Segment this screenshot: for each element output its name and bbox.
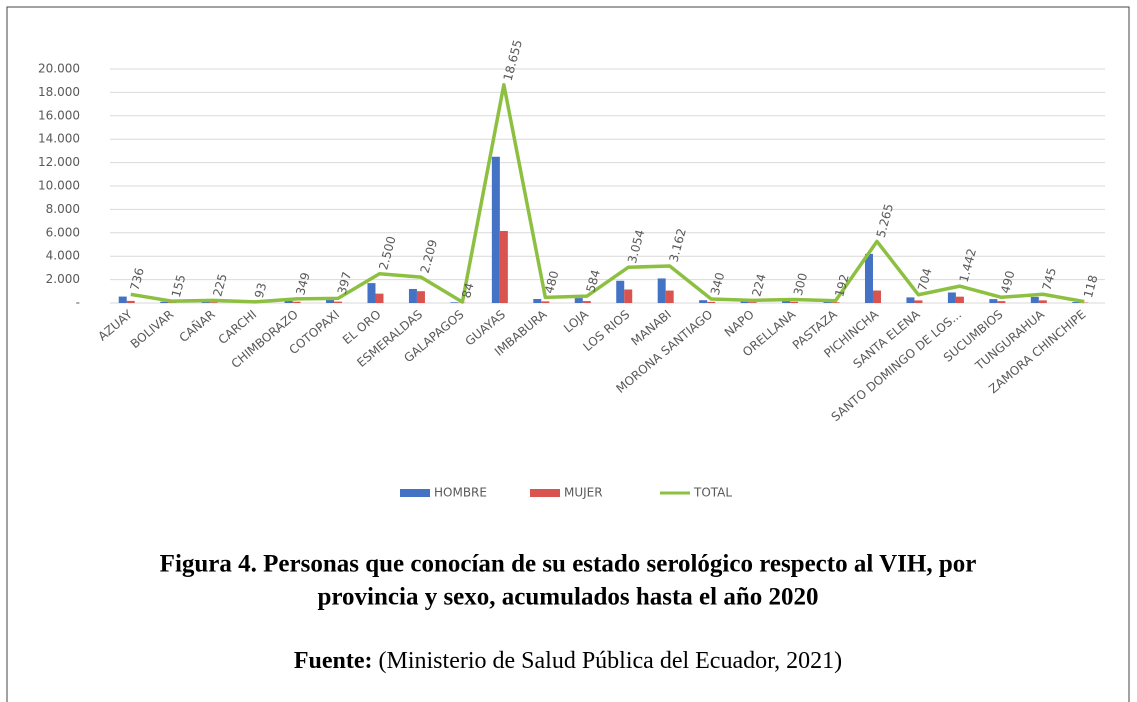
y-tick-label: 14.000 bbox=[38, 132, 80, 146]
data-label: 349 bbox=[293, 271, 312, 297]
x-tick-label: LOJA bbox=[561, 307, 591, 336]
data-label: 84 bbox=[459, 281, 476, 299]
bar bbox=[906, 297, 915, 303]
data-label: 340 bbox=[708, 271, 727, 297]
data-label: 736 bbox=[127, 266, 146, 292]
data-label: 300 bbox=[791, 271, 810, 297]
data-label: 704 bbox=[915, 267, 934, 293]
bar bbox=[284, 300, 293, 303]
caption-line: provincia y sexo, acumulados hasta el añ… bbox=[318, 584, 819, 611]
y-tick-label: 18.000 bbox=[38, 85, 80, 99]
bar bbox=[872, 290, 881, 303]
bar bbox=[997, 301, 1006, 303]
bar bbox=[541, 301, 550, 303]
data-label: 192 bbox=[832, 273, 851, 299]
y-tick-label: 20.000 bbox=[38, 62, 80, 76]
data-label: 2.500 bbox=[376, 235, 398, 272]
x-tick-label: TUNGURAHUA bbox=[972, 307, 1048, 374]
y-tick-label: - bbox=[76, 296, 80, 310]
data-label: 225 bbox=[210, 272, 229, 298]
y-tick-label: 16.000 bbox=[38, 108, 80, 122]
x-tick-label: BOLIVAR bbox=[128, 307, 177, 351]
bar bbox=[408, 288, 417, 303]
y-tick-label: 12.000 bbox=[38, 155, 80, 169]
bar bbox=[491, 156, 500, 303]
bar bbox=[864, 253, 873, 303]
bar bbox=[118, 296, 127, 303]
bar bbox=[1072, 302, 1081, 303]
bar bbox=[947, 292, 956, 303]
data-label: 18.655 bbox=[501, 38, 525, 82]
bar bbox=[740, 301, 749, 303]
bar bbox=[160, 301, 169, 303]
data-label: 1.442 bbox=[957, 247, 979, 284]
source: Fuente: (Ministerio de Salud Pública del… bbox=[294, 648, 842, 674]
bar bbox=[367, 283, 376, 303]
data-label: 93 bbox=[252, 281, 269, 299]
line bbox=[130, 82, 1085, 304]
data-label: 3.054 bbox=[625, 228, 647, 265]
data-label: 745 bbox=[1040, 266, 1059, 292]
bar bbox=[450, 302, 459, 303]
bar bbox=[1030, 296, 1039, 303]
bar bbox=[334, 301, 343, 303]
legend-label: TOTAL bbox=[693, 486, 732, 500]
bar bbox=[748, 302, 757, 303]
bar bbox=[616, 280, 625, 303]
legend-label: HOMBRE bbox=[434, 486, 487, 500]
bar bbox=[989, 299, 998, 303]
bar bbox=[790, 301, 799, 303]
data-label: 480 bbox=[542, 269, 561, 295]
bar bbox=[416, 291, 425, 303]
bar bbox=[624, 289, 633, 303]
bar bbox=[955, 296, 964, 303]
y-tick-label: 2.000 bbox=[46, 272, 80, 286]
bar bbox=[707, 301, 716, 303]
x-tick-label: LOS RIOS bbox=[580, 307, 632, 354]
source-text: (Ministerio de Salud Pública del Ecuador… bbox=[379, 648, 843, 674]
frame bbox=[6, 6, 1130, 702]
legend-swatch bbox=[400, 489, 430, 497]
y-tick-label: 8.000 bbox=[46, 202, 80, 216]
bar bbox=[209, 302, 218, 303]
bar bbox=[657, 278, 666, 303]
data-label: 224 bbox=[749, 272, 768, 298]
bar bbox=[1038, 300, 1047, 303]
data-label: 155 bbox=[169, 273, 188, 299]
x-tick-label: CAÑAR bbox=[176, 306, 218, 345]
bar bbox=[574, 298, 583, 303]
source-label: Fuente: bbox=[294, 648, 373, 674]
data-label: 584 bbox=[584, 268, 603, 294]
data-label: 490 bbox=[998, 269, 1017, 295]
data-label: 5.265 bbox=[874, 202, 896, 239]
bar bbox=[126, 300, 135, 303]
bar bbox=[292, 301, 301, 303]
data-label: 118 bbox=[1081, 274, 1100, 300]
y-tick-label: 10.000 bbox=[38, 179, 80, 193]
y-tick-label: 4.000 bbox=[46, 249, 80, 263]
x-tick-label: NAPO bbox=[722, 307, 757, 339]
bar bbox=[582, 301, 591, 303]
legend-swatch bbox=[530, 489, 560, 497]
bar bbox=[699, 300, 708, 303]
bar bbox=[665, 290, 674, 303]
bar bbox=[375, 293, 384, 303]
bar bbox=[831, 302, 840, 303]
bar bbox=[326, 299, 335, 303]
bar bbox=[914, 300, 923, 303]
bar bbox=[782, 300, 791, 303]
legend-label: MUJER bbox=[564, 486, 603, 500]
bar bbox=[499, 230, 508, 303]
y-tick-label: 6.000 bbox=[46, 225, 80, 239]
data-label: 397 bbox=[335, 270, 354, 296]
caption-line: Figura 4. Personas que conocían de su es… bbox=[160, 551, 977, 578]
bar bbox=[533, 299, 542, 303]
